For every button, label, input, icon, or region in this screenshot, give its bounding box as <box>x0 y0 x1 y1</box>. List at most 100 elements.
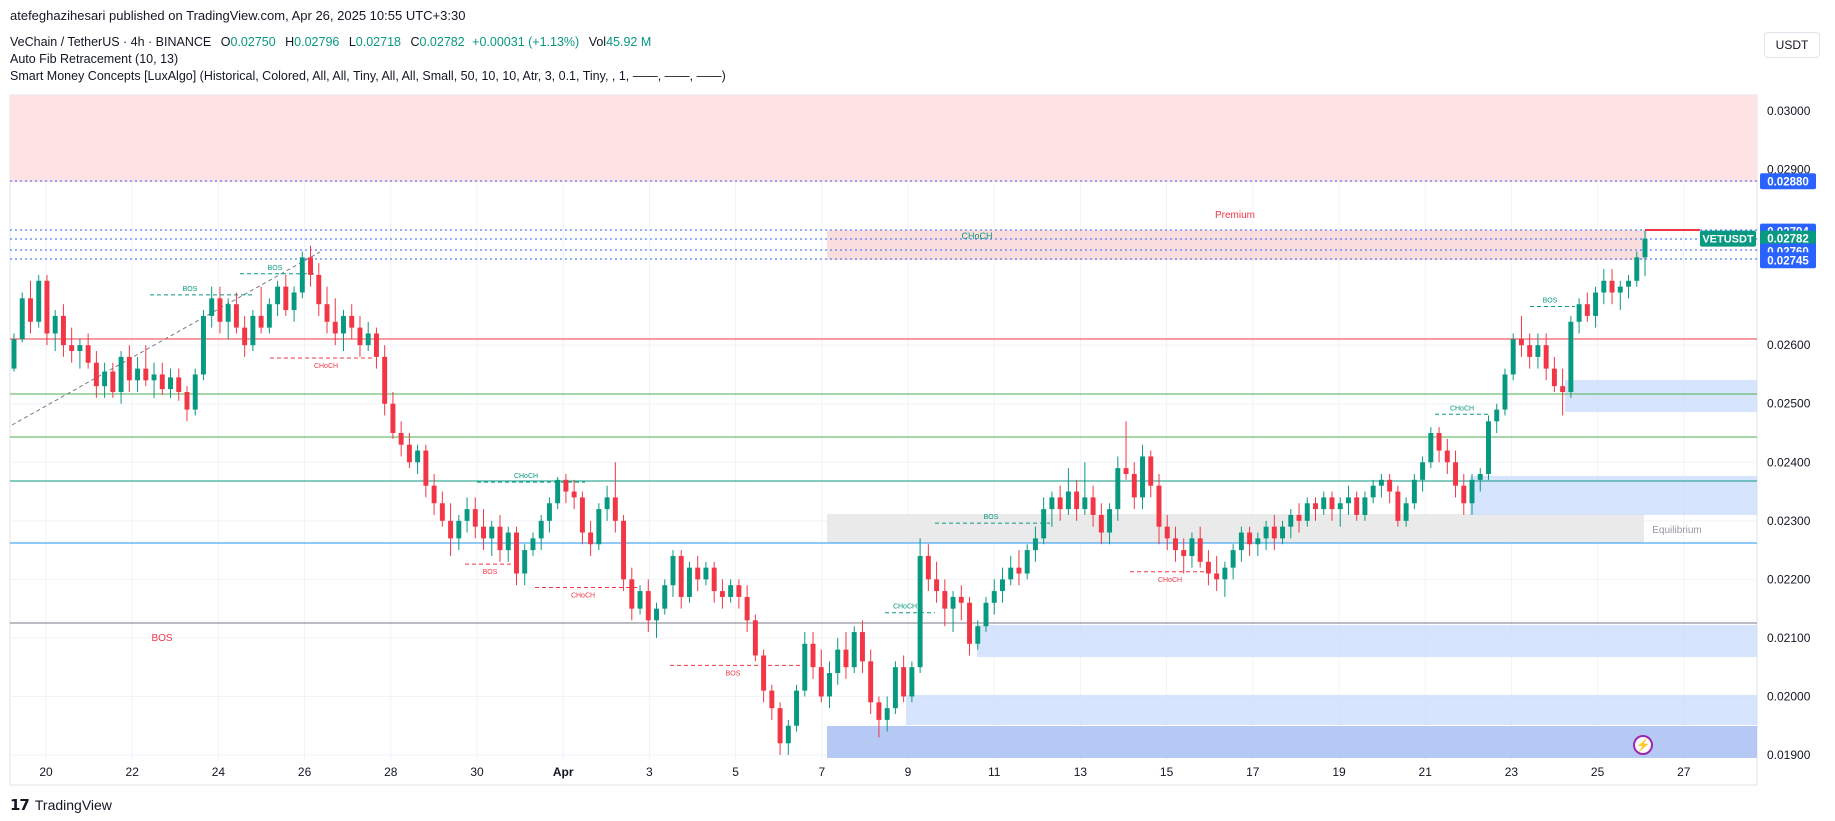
candle-body <box>1551 368 1557 387</box>
candle-body <box>958 596 964 603</box>
candle-body <box>209 298 215 316</box>
candle-body <box>827 673 832 697</box>
candle-body <box>250 315 256 346</box>
candle-body <box>1469 479 1475 504</box>
candle-body <box>1238 532 1244 551</box>
candle-body <box>1362 497 1368 515</box>
choch-top-label: CHoCH <box>961 231 992 241</box>
x-tick-label: 27 <box>1677 765 1691 779</box>
x-tick-label: 24 <box>212 765 226 779</box>
candle-body <box>1321 497 1327 510</box>
publish-info: atefeghazihesari published on TradingVie… <box>10 8 466 23</box>
candle-body <box>851 632 857 668</box>
candle-body <box>390 403 396 434</box>
candle-body <box>991 591 997 603</box>
candle-body <box>1535 345 1541 357</box>
candle-body <box>1230 550 1236 568</box>
candle-body <box>546 503 552 521</box>
candle-body <box>1156 485 1162 527</box>
candle-body <box>950 596 956 609</box>
symbol-legend[interactable]: VeChain / TetherUS · 4h · BINANCE O0.027… <box>10 35 651 49</box>
structure-label: CHoCH <box>514 473 538 480</box>
candle-body <box>266 304 272 328</box>
candle-body <box>1181 550 1187 556</box>
candle-body <box>1205 561 1211 574</box>
x-tick-label: Apr <box>553 765 574 779</box>
x-tick-label: 20 <box>39 765 53 779</box>
candle-body <box>1543 345 1549 369</box>
candle-body <box>283 286 289 311</box>
demand-zone-2 <box>1470 476 1757 515</box>
high-label: H <box>285 35 295 49</box>
x-tick-label: 3 <box>646 765 653 779</box>
vol-value: 45.92 M <box>606 35 652 49</box>
candle-body <box>695 567 701 580</box>
candle-body <box>818 667 824 697</box>
candle-body <box>1313 503 1318 510</box>
candle-body <box>118 356 124 393</box>
x-tick-label: 28 <box>384 765 398 779</box>
candle-body <box>489 526 495 539</box>
candle-body <box>1288 514 1294 527</box>
candle-body <box>859 632 865 662</box>
candle-body <box>909 667 915 697</box>
x-tick-label: 30 <box>470 765 484 779</box>
candle-body <box>876 702 882 720</box>
candle-body <box>233 304 239 328</box>
demand-zone-3 <box>977 625 1757 657</box>
candle-body <box>1436 433 1442 451</box>
candle-body <box>217 298 223 322</box>
candle-body <box>744 596 750 621</box>
x-tick-label: 11 <box>988 765 1001 779</box>
tradingview-logo[interactable]: 𝟭𝟳 TradingView <box>10 796 112 814</box>
candle-body <box>1008 567 1014 580</box>
price-badge <box>1760 252 1816 269</box>
structure-label: CHoCH <box>893 604 917 611</box>
smc-structures: BOS BOS CHoCH CHoCH BOS CHoCH BOS CHoCH BOS CHoCH… <box>150 265 1575 677</box>
candle-body <box>176 377 182 393</box>
candle-body <box>456 520 462 539</box>
candle-body <box>1453 462 1459 486</box>
candle-body <box>555 479 561 504</box>
candle-body <box>192 374 198 410</box>
open-value: 0.02750 <box>230 35 276 49</box>
premium-zone <box>10 95 1757 182</box>
candle-body <box>28 298 33 322</box>
candle-body <box>1164 526 1170 539</box>
candle-body <box>1329 497 1335 510</box>
candle-body <box>242 327 248 346</box>
candle-body <box>884 708 890 720</box>
candle-body <box>448 520 454 539</box>
candle-body <box>497 526 503 551</box>
currency-button[interactable]: USDT <box>1764 32 1820 58</box>
candle-body <box>1148 456 1154 486</box>
indicator-smc[interactable]: Smart Money Concepts [LuxAlgo] (Historic… <box>10 69 726 83</box>
candle-body <box>1131 473 1137 498</box>
candle-body <box>530 538 536 551</box>
candle-body <box>77 345 83 352</box>
candle-body <box>901 667 907 697</box>
indicator-fib[interactable]: Auto Fib Retracement (10, 13) <box>10 52 179 66</box>
candle-body <box>761 655 767 691</box>
candle-body <box>868 661 874 703</box>
structure-label: CHoCH <box>1158 577 1182 584</box>
x-tick-label: 22 <box>126 765 140 779</box>
candle-body <box>588 532 594 545</box>
candle-body <box>1024 550 1030 574</box>
candle-body <box>925 555 931 580</box>
candle-body <box>11 339 17 369</box>
candle-body <box>934 579 940 592</box>
candle-body <box>1642 238 1648 258</box>
candle-body <box>423 450 429 486</box>
candle-body <box>1123 468 1129 474</box>
candle-body <box>563 479 569 492</box>
candle-body <box>892 667 898 709</box>
low-value: 0.02718 <box>355 35 401 49</box>
lightning-icon[interactable]: ⚡ <box>1633 735 1653 755</box>
price-axis: 0.03000 0.02900 0.02600 0.02500 0.02400 0.023… <box>1767 104 1811 762</box>
structure-label: BOS <box>183 286 198 293</box>
candle-body <box>1403 503 1409 521</box>
candle-body <box>1617 286 1623 293</box>
structure-label: CHoCH <box>1450 405 1474 412</box>
